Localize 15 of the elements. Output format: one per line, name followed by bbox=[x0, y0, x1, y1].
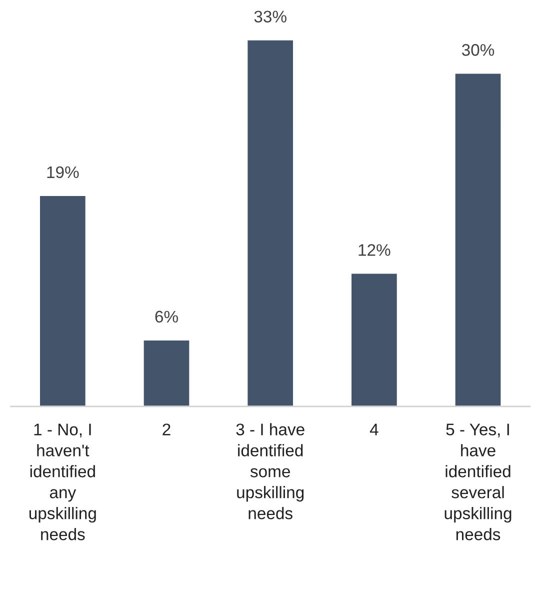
data-label: 19% bbox=[47, 166, 79, 178]
x-tick-label: 3 - I have identified some upskilling needs bbox=[236, 423, 304, 520]
data-label: 33% bbox=[254, 10, 286, 23]
data-label: 6% bbox=[155, 310, 178, 323]
data-label: 12% bbox=[358, 244, 390, 256]
x-tick-label: 2 bbox=[162, 424, 170, 436]
bar bbox=[454, 72, 502, 406]
bar bbox=[350, 272, 398, 406]
data-label: 30% bbox=[462, 44, 494, 56]
x-tick-label: 4 bbox=[370, 424, 378, 436]
bar bbox=[38, 194, 87, 406]
bar bbox=[142, 339, 191, 406]
x-tick-label: 1 - No, I haven't identified any upskilling needs bbox=[29, 424, 96, 540]
x-tick-label: 5 - Yes, I have identified several upskilling needs bbox=[444, 424, 512, 540]
bar bbox=[246, 39, 294, 406]
